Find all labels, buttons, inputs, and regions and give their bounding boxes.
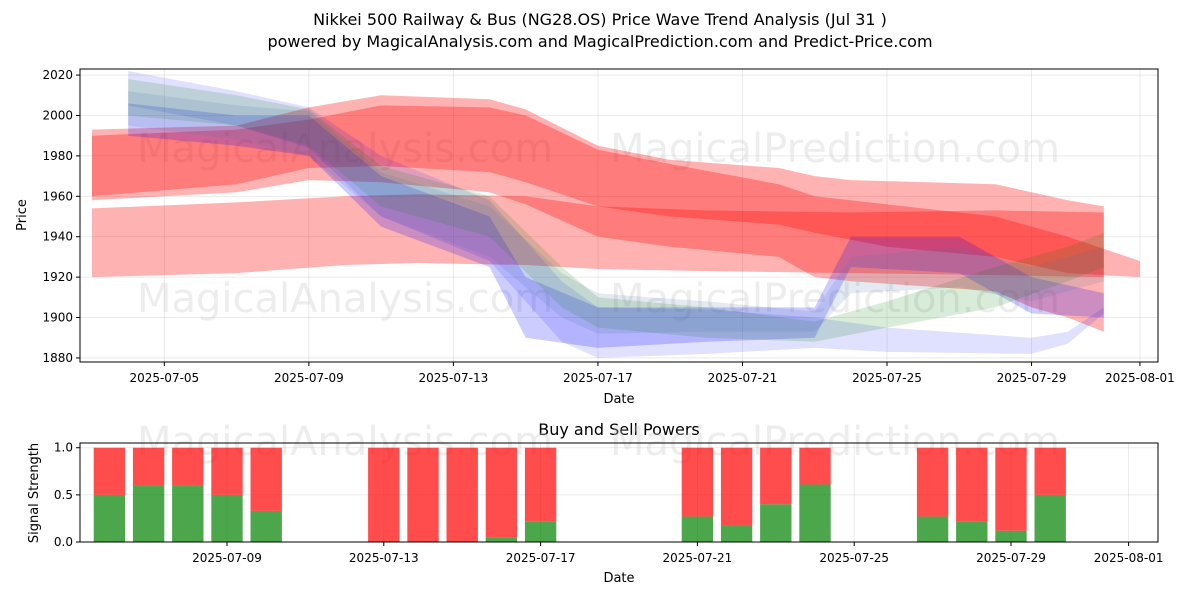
price-bands [92, 71, 1140, 358]
watermark-analysis-top: MagicalAnalysis.com [137, 126, 553, 172]
blue-band-1 [128, 71, 1104, 358]
bottom-y-ticks: 0.0 0.5 1.0 [54, 441, 80, 549]
watermark-prediction-mid: MagicalPrediction.com [610, 276, 1060, 322]
bottom-y-axis-label: Signal Strength [27, 443, 42, 543]
buy-bar [956, 521, 988, 542]
top-x-tick-label: 2025-07-29 [997, 371, 1067, 385]
buy-bar [681, 516, 714, 542]
buy-bar [760, 504, 792, 542]
bottom-x-tick-label: 2025-07-17 [506, 551, 576, 565]
signal-bars [93, 447, 1066, 542]
buy-bar [995, 530, 1027, 542]
bottom-y-tick-label: 1.0 [54, 441, 73, 455]
sell-bar [799, 447, 831, 485]
buy-bar [720, 525, 753, 542]
buy-bar [916, 516, 949, 542]
bottom-x-tick-label: 2025-08-01 [1094, 551, 1164, 565]
bottom-plot-frame [79, 442, 1159, 543]
sell-bar [446, 447, 478, 542]
buy-bar [485, 537, 518, 542]
top-y-tick-label: 1900 [42, 311, 73, 325]
watermark-analysis-bottom: MagicalAnalysis.com [137, 419, 553, 465]
chart-title-line2: powered by MagicalAnalysis.com and Magic… [267, 32, 932, 51]
buy-bar [799, 484, 831, 542]
bottom-x-tick-label: 2025-07-25 [819, 551, 889, 565]
blue-band-2 [128, 103, 1104, 348]
sell-bar [368, 447, 400, 542]
sell-bar [485, 447, 518, 538]
top-plot-frame [79, 68, 1159, 363]
buy-bar [524, 521, 557, 542]
red-band-3 [92, 105, 1140, 278]
top-y-tick-label: 1980 [42, 149, 73, 163]
sell-bar [524, 447, 557, 522]
buy-bar [93, 494, 126, 542]
top-y-tick-label: 1940 [42, 230, 73, 244]
top-x-tick-label: 2025-07-09 [274, 371, 344, 385]
sell-bar [720, 447, 753, 526]
bottom-x-axis-label: Date [603, 571, 634, 586]
top-x-axis-label: Date [603, 392, 634, 407]
grey-band-1 [128, 91, 1104, 334]
bottom-y-tick-label: 0.0 [54, 535, 73, 549]
red-band-2 [92, 95, 1104, 332]
sell-bar [211, 447, 243, 495]
buy-bar [132, 485, 165, 542]
sell-bar [407, 447, 439, 542]
top-x-tick-label: 2025-07-17 [563, 371, 633, 385]
sell-bar [93, 447, 126, 495]
top-x-tick-label: 2025-07-05 [129, 371, 199, 385]
top-y-tick-label: 2020 [42, 68, 73, 82]
bottom-x-tick-label: 2025-07-29 [976, 551, 1046, 565]
bottom-x-ticks: 2025-07-09 2025-07-13 2025-07-17 2025-07-21… [192, 542, 1163, 565]
red-band-1 [92, 194, 1104, 278]
sell-bar [132, 447, 165, 486]
sell-bar [681, 447, 714, 517]
sell-bar [956, 447, 988, 522]
sell-bar [916, 447, 949, 517]
chart-title-line1: Nikkei 500 Railway & Bus (NG28.OS) Price… [313, 10, 887, 29]
sell-bar [995, 447, 1027, 531]
sell-bar [250, 447, 282, 511]
bottom-x-tick-label: 2025-07-21 [663, 551, 733, 565]
watermark-prediction-bottom: MagicalPrediction.com [610, 419, 1060, 465]
buy-bar [211, 494, 243, 542]
sell-bar [760, 447, 792, 505]
bottom-x-tick-label: 2025-07-13 [349, 551, 419, 565]
buy-bar [172, 485, 204, 542]
top-y-tick-label: 1880 [42, 351, 73, 365]
watermark-prediction-top: MagicalPrediction.com [610, 126, 1060, 172]
watermark-analysis-mid: MagicalAnalysis.com [137, 276, 553, 322]
top-x-tick-label: 2025-07-13 [419, 371, 489, 385]
buy-sell-panel: Buy and Sell Powers MagicalAnalysis.com … [27, 419, 1163, 586]
top-x-tick-label: 2025-07-25 [852, 371, 922, 385]
bottom-y-tick-label: 0.5 [54, 488, 73, 502]
top-y-ticks: 1880 1900 1920 1940 1960 1980 2000 2020 [42, 68, 80, 365]
green-band-1 [128, 79, 1104, 342]
buy-bar [1034, 494, 1066, 542]
bottom-chart-title: Buy and Sell Powers [538, 420, 700, 439]
top-x-ticks: 2025-07-05 2025-07-09 2025-07-13 2025-07-17… [129, 362, 1175, 385]
top-gridlines [80, 69, 1158, 362]
sell-bar [172, 447, 204, 486]
top-x-tick-label: 2025-07-21 [708, 371, 778, 385]
price-wave-panel: MagicalAnalysis.com MagicalPrediction.co… [15, 68, 1175, 407]
top-x-tick-label: 2025-08-01 [1105, 371, 1175, 385]
top-y-axis-label: Price [15, 199, 30, 231]
sell-bar [1034, 447, 1066, 495]
top-y-tick-label: 2000 [42, 108, 73, 122]
bottom-x-tick-label: 2025-07-09 [192, 551, 262, 565]
buy-bar [250, 510, 282, 542]
top-y-tick-label: 1960 [42, 189, 73, 203]
top-y-tick-label: 1920 [42, 270, 73, 284]
